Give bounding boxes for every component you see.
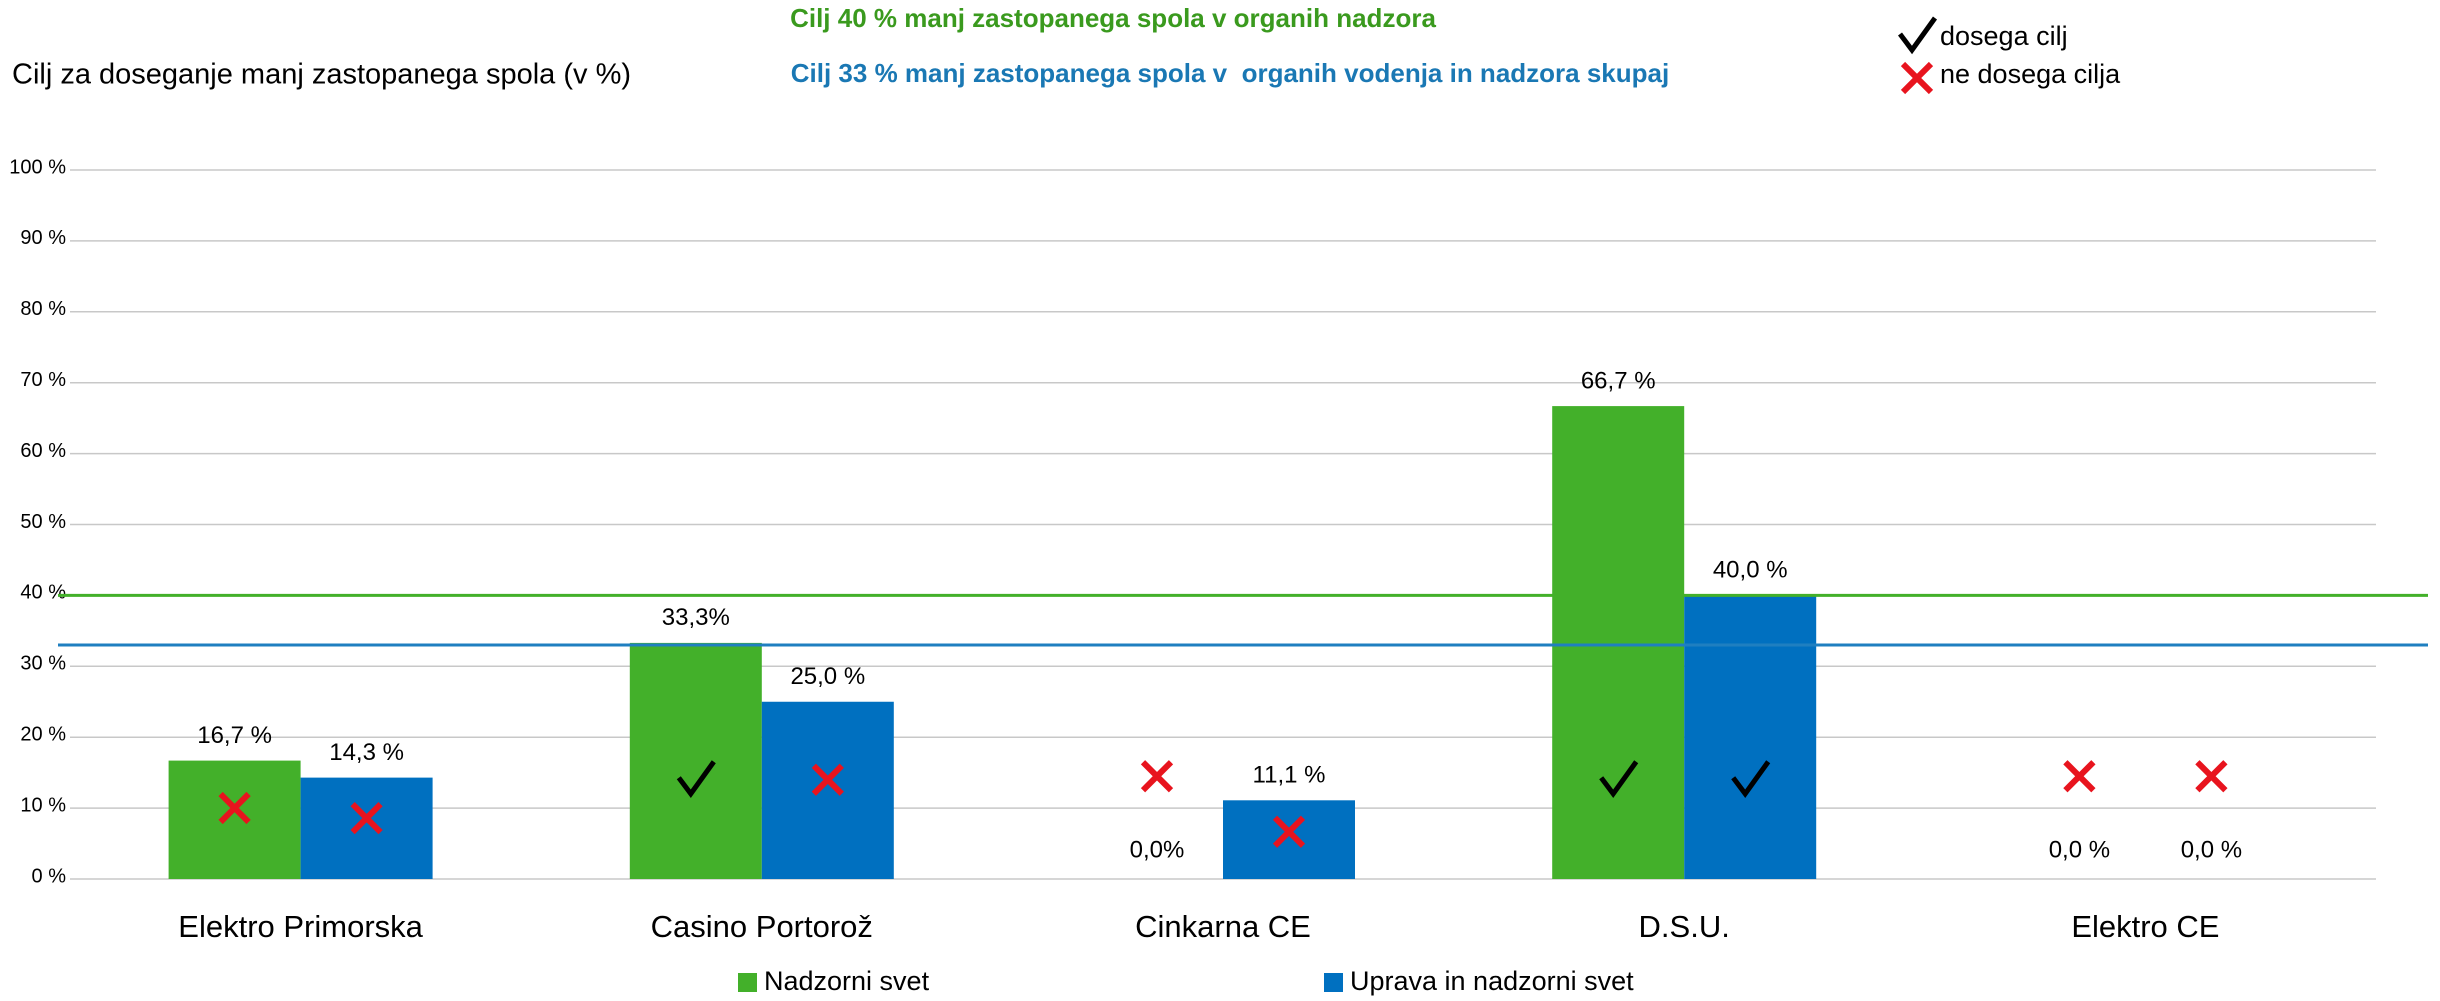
value-label: 66,7 %	[1581, 367, 1656, 394]
legend-label: Nadzorni svet	[764, 966, 930, 996]
legend-label: ne dosega cilja	[1940, 59, 2121, 89]
y-tick-label: 10 %	[20, 794, 66, 816]
x-tick-label: Elektro Primorska	[178, 909, 423, 944]
value-label: 40,0 %	[1713, 557, 1788, 584]
cross-icon	[218, 791, 251, 825]
bar	[300, 777, 433, 879]
cross-icon	[2063, 760, 2096, 793]
y-tick-label: 90 %	[20, 227, 66, 249]
x-tick-label: D.S.U.	[1639, 909, 1730, 944]
y-tick-label: 80 %	[20, 298, 66, 320]
value-label: 25,0 %	[790, 663, 865, 690]
check-icon	[1599, 760, 1639, 798]
legend-swatch	[738, 973, 757, 992]
cross-icon	[350, 802, 383, 835]
bar	[629, 642, 762, 879]
legend-swatch	[1324, 973, 1343, 992]
bar	[168, 760, 301, 879]
check-icon	[676, 760, 716, 798]
check-icon	[1731, 760, 1771, 798]
cross-icon	[811, 763, 844, 796]
bar	[761, 701, 894, 879]
value-label: 0,0 %	[2049, 836, 2110, 863]
value-label: 11,1 %	[1253, 762, 1326, 789]
y-tick-label: 50 %	[20, 511, 66, 533]
bar	[1684, 595, 1817, 879]
cross-icon	[2195, 760, 2228, 793]
bar	[1552, 406, 1685, 879]
x-tick-label: Elektro CE	[2071, 909, 2219, 944]
y-tick-label: 30 %	[20, 653, 66, 675]
cross-icon	[1272, 815, 1306, 848]
cross-icon	[1140, 760, 1174, 793]
legend-label: dosega cilj	[1940, 21, 2068, 51]
check-icon	[1898, 16, 1938, 55]
bar	[1223, 800, 1355, 879]
y-tick-label: 0 %	[32, 865, 67, 887]
reference-annotation: Cilj 33 % manj zastopanega spola v organ…	[791, 58, 1669, 88]
value-label: 0,0 %	[2181, 836, 2242, 863]
y-axis-label: Cilj za doseganje manj zastopanega spola…	[12, 59, 631, 91]
x-tick-label: Casino Portorož	[651, 909, 873, 944]
legend-label: Uprava in nadzorni svet	[1350, 966, 1634, 996]
value-label: 14,3 %	[329, 739, 404, 766]
y-tick-label: 20 %	[20, 723, 66, 745]
y-tick-label: 100 %	[9, 156, 66, 178]
value-label: 16,7 %	[197, 722, 272, 749]
cross-icon	[1900, 61, 1934, 95]
x-tick-label: Cinkarna CE	[1135, 909, 1311, 944]
value-label: 0,0%	[1130, 836, 1185, 863]
value-label: 33,3%	[662, 604, 730, 631]
y-tick-label: 60 %	[20, 440, 66, 462]
y-tick-label: 40 %	[20, 582, 66, 604]
y-tick-label: 70 %	[20, 369, 66, 391]
reference-annotation: Cilj 40 % manj zastopanega spola v organ…	[790, 3, 1436, 33]
